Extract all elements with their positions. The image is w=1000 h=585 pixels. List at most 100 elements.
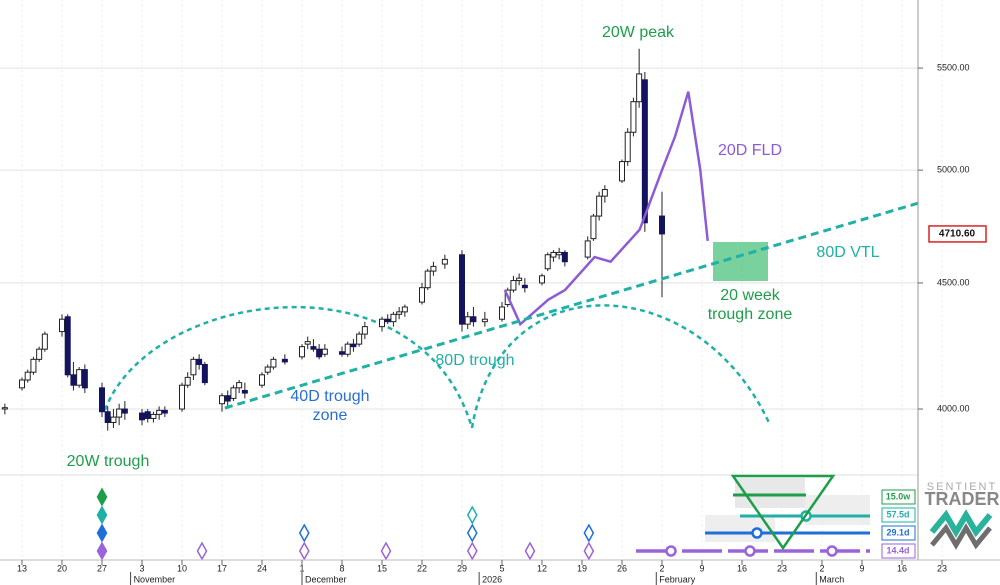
cycle-label: 57.5d — [886, 509, 909, 519]
cycle-label-box — [881, 525, 916, 541]
candle-body — [516, 277, 523, 282]
candle-body — [459, 254, 465, 325]
candle-body — [304, 341, 311, 345]
axes: 4000.00 4500.00 5000.00 5500.00 13 20 27 3 10 17 2… — [17, 62, 987, 585]
candle-body — [419, 287, 425, 303]
candle-body — [321, 348, 328, 355]
cycle-label-box — [881, 507, 916, 523]
candle-body — [499, 306, 505, 320]
candle-body — [104, 411, 111, 424]
candle-body — [281, 358, 288, 363]
series-label: 80D VTL — [816, 244, 879, 261]
candle-body — [390, 313, 397, 323]
candle-body — [139, 412, 145, 421]
logo-text: SENTIENT — [927, 481, 997, 493]
trough-arcs — [103, 242, 772, 429]
cycle-trough — [96, 523, 108, 543]
trough-arc — [103, 305, 474, 429]
x-tick-label: 27 — [97, 563, 107, 573]
candle-body — [344, 343, 351, 355]
cycle-trough — [466, 523, 478, 543]
candle-body — [356, 333, 363, 345]
x-tick-label: 12 — [537, 563, 547, 573]
candle-body — [264, 366, 271, 373]
projection — [636, 474, 870, 557]
candle-body — [424, 270, 431, 289]
candle-body — [161, 409, 168, 414]
cycle-trough — [466, 541, 478, 561]
candle-body — [350, 343, 357, 348]
candle-body — [601, 189, 608, 197]
candle-body — [201, 363, 208, 384]
cycle-label-box — [881, 489, 916, 505]
indicator-pane: 15.0w 57.5d 29.1d 14.4d — [96, 487, 916, 561]
grid — [0, 0, 943, 560]
x-tick-label: 1 — [299, 563, 304, 573]
trough-triangle — [730, 474, 836, 551]
candle-body — [179, 384, 185, 410]
month-label: February — [659, 574, 696, 584]
x-tick-label: 26 — [617, 563, 627, 573]
candle-body — [624, 131, 631, 163]
candle-body — [361, 326, 368, 335]
candle-body — [584, 240, 591, 258]
candle-body — [556, 251, 563, 256]
candle-body — [156, 409, 163, 415]
annotation: trough zone — [708, 306, 793, 323]
logo: SENTIENT TRADER — [925, 481, 1000, 550]
x-tick-label: 15 — [377, 563, 387, 573]
x-tick-label: 9 — [699, 563, 704, 573]
y-tick-label: 4500.00 — [937, 277, 970, 287]
candle-body — [630, 101, 637, 133]
candle-body — [224, 395, 231, 402]
x-tick-label: 10 — [177, 563, 187, 573]
cycle-label: 29.1d — [886, 527, 909, 537]
last-price-label: 4710.60 — [939, 229, 976, 240]
candle-body — [230, 387, 237, 399]
candle-body — [116, 408, 123, 418]
x-tick-label: 17 — [217, 563, 227, 573]
candle-body — [1, 407, 8, 410]
cycle-trough — [583, 541, 595, 561]
projection-point — [665, 545, 677, 557]
x-tick-label: 5 — [499, 563, 504, 573]
logo-mark — [930, 523, 992, 550]
candle-body — [219, 395, 225, 405]
series-label: 20D FLD — [718, 142, 782, 159]
cycle-trough — [298, 523, 310, 543]
y-tick-label: 5500.00 — [937, 62, 970, 72]
candle-body — [384, 318, 391, 323]
candle-body — [241, 389, 248, 394]
candle-body — [379, 318, 385, 328]
candle-body — [64, 316, 71, 376]
candle-body — [41, 333, 48, 350]
x-tick-label: 16 — [897, 563, 907, 573]
candle-body — [36, 348, 43, 360]
cycle-trough — [380, 541, 392, 561]
cycle-trough — [196, 541, 208, 561]
candle-body — [99, 387, 105, 413]
last-price-box — [928, 225, 987, 243]
series-line — [503, 91, 709, 327]
x-tick-label: 9 — [859, 563, 864, 573]
month-label: 2026 — [482, 574, 502, 584]
candle-body — [396, 311, 403, 315]
x-tick-label: 13 — [17, 563, 27, 573]
candle-body — [259, 374, 265, 386]
candle-body — [636, 73, 643, 103]
cycle-trough — [583, 523, 595, 543]
cycle-trough — [96, 505, 108, 525]
candle-body — [539, 275, 545, 284]
candle-body — [641, 79, 648, 224]
candle-body — [401, 306, 408, 313]
x-tick-label: 29 — [457, 563, 467, 573]
price-pane — [1, 48, 918, 431]
candle-body — [19, 379, 25, 389]
annotation: zone — [313, 407, 348, 424]
candle-body — [196, 358, 203, 365]
x-tick-label: 2 — [819, 563, 824, 573]
cycle-trough — [298, 541, 310, 561]
projection-point — [744, 545, 756, 557]
candle-body — [70, 374, 77, 386]
